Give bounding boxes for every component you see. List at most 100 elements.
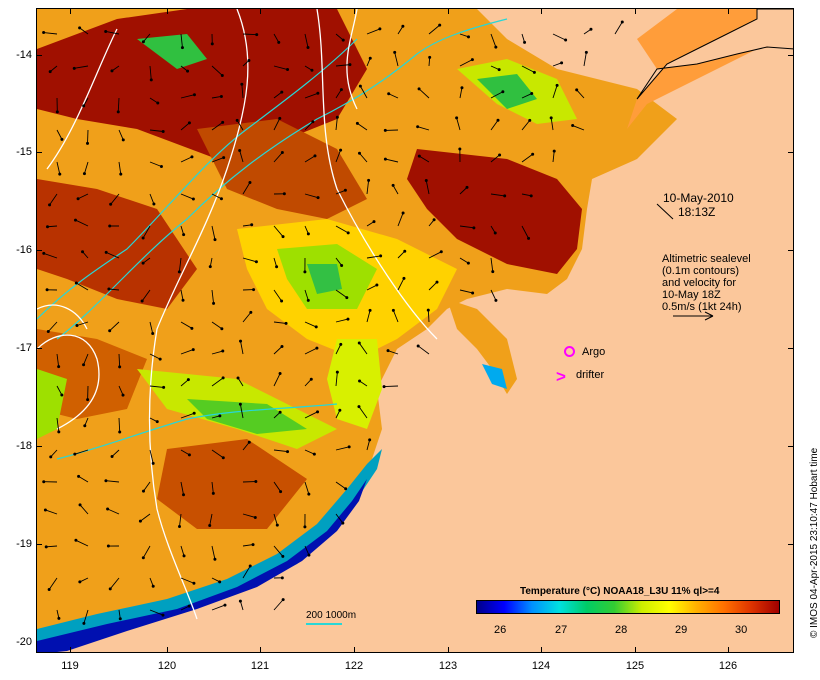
velocity-arrowhead — [42, 251, 46, 255]
lat-tick-label: -14 — [16, 49, 32, 61]
velocity-arrow — [78, 475, 89, 483]
velocity-arrowhead — [121, 393, 125, 397]
velocity-arrow — [143, 481, 151, 492]
argo-circle-icon — [564, 346, 575, 357]
velocity-arrowhead — [247, 440, 251, 444]
velocity-arrowhead — [212, 301, 216, 305]
velocity-arrow — [79, 27, 89, 35]
velocity-arrowhead — [78, 503, 82, 507]
velocity-arrowhead — [118, 617, 122, 621]
map-panel[interactable] — [36, 8, 794, 653]
velocity-arrow — [366, 255, 381, 259]
velocity-arrowhead — [48, 70, 52, 74]
velocity-arrow — [273, 33, 280, 43]
velocity-arrowhead — [280, 576, 284, 580]
credit-text: © IMOS 04-Apr-2015 23:10:47 Hobart time — [809, 447, 820, 638]
velocity-arrowhead — [402, 276, 406, 280]
velocity-arrowhead — [357, 405, 361, 409]
velocity-arrow — [111, 449, 120, 457]
velocity-arrowhead — [48, 203, 52, 207]
velocity-arrowhead — [191, 348, 195, 352]
velocity-arrow — [304, 289, 309, 301]
velocity-arrowhead — [118, 365, 122, 369]
velocity-arrowhead — [104, 479, 108, 483]
velocity-arrowhead — [357, 341, 361, 345]
velocity-arrow — [417, 345, 430, 355]
velocity-arrowhead — [57, 365, 61, 369]
velocity-arrowhead — [549, 116, 553, 120]
velocity-arrowhead — [498, 153, 502, 157]
drifter-chevron-icon: > — [556, 367, 566, 386]
velocity-arrowhead — [368, 56, 372, 60]
velocity-arrow — [180, 33, 183, 48]
isobath-200m — [56, 18, 508, 340]
velocity-arrowhead — [222, 156, 226, 160]
velocity-arrowhead — [340, 263, 344, 267]
date-label: 10-May-2010 — [663, 191, 734, 205]
velocity-arrow — [211, 225, 216, 240]
velocity-arrow — [521, 120, 531, 131]
velocity-arrow — [335, 344, 342, 355]
lon-tick-label: 126 — [718, 660, 738, 672]
velocity-arrow — [552, 85, 558, 99]
sst-hot-region — [37, 329, 147, 419]
velocity-arrowhead — [347, 445, 351, 449]
velocity-arrow — [490, 154, 500, 163]
velocity-arrowhead — [494, 298, 498, 302]
velocity-arrow — [387, 350, 399, 355]
velocity-arrowhead — [357, 151, 361, 155]
lat-tick-label: -16 — [16, 244, 32, 256]
lat-tick — [36, 348, 42, 349]
velocity-arrowhead — [403, 249, 407, 253]
velocity-arrowhead — [220, 73, 224, 77]
velocity-arrowhead — [466, 35, 470, 39]
velocity-arrow — [273, 513, 278, 526]
velocity-arrow — [397, 25, 404, 35]
velocity-arrow — [105, 31, 120, 35]
velocity-arrow — [149, 321, 154, 334]
velocity-arrow — [180, 412, 195, 419]
velocity-arrow — [237, 377, 244, 387]
altimetry-note-line: 10-May 18Z — [662, 289, 721, 301]
velocity-arrowhead — [424, 179, 428, 183]
velocity-arrowhead — [236, 376, 240, 380]
velocity-arrowhead — [75, 324, 79, 328]
velocity-arrow — [141, 289, 151, 302]
velocity-arrow — [304, 33, 309, 48]
velocity-arrow — [240, 340, 244, 355]
sst-hot-region — [197, 119, 367, 219]
velocity-arrowhead — [560, 61, 564, 65]
velocity-arrowhead — [503, 194, 507, 198]
velocity-arrowhead — [458, 147, 462, 151]
velocity-arrow — [459, 225, 474, 229]
velocity-arrowhead — [109, 202, 113, 206]
velocity-arrow — [335, 372, 338, 387]
velocity-arrow — [335, 64, 350, 67]
velocity-arrowhead — [81, 250, 85, 254]
velocity-arrow — [180, 156, 193, 163]
velocity-arrow — [75, 219, 89, 227]
velocity-arrowhead — [496, 118, 500, 122]
velocity-arrowhead — [335, 115, 339, 119]
colorbar-title: Temperature (°C) NOAA18_L3U 11% ql>=4 — [520, 586, 720, 597]
velocity-arrowhead — [281, 235, 285, 239]
velocity-arrowhead — [391, 183, 395, 187]
lon-tick — [260, 647, 261, 653]
velocity-arrowhead — [343, 188, 347, 192]
velocity-arrow — [304, 155, 316, 163]
velocity-arrowhead — [386, 349, 390, 353]
velocity-arrowhead — [315, 346, 319, 350]
velocity-arrow — [419, 155, 430, 163]
velocity-arrowhead — [338, 408, 342, 412]
velocity-arrowhead — [57, 430, 61, 434]
velocity-arrowhead — [191, 197, 195, 201]
velocity-arrowhead — [104, 250, 108, 254]
velocity-arrow — [211, 289, 215, 304]
velocity-arrow — [490, 119, 499, 131]
velocity-arrow — [149, 609, 164, 616]
velocity-arrowhead — [341, 38, 345, 42]
velocity-arrowhead — [141, 236, 145, 240]
velocity-arrowhead — [210, 42, 214, 46]
velocity-arrowhead — [306, 298, 310, 302]
velocity-arrowhead — [401, 24, 405, 28]
